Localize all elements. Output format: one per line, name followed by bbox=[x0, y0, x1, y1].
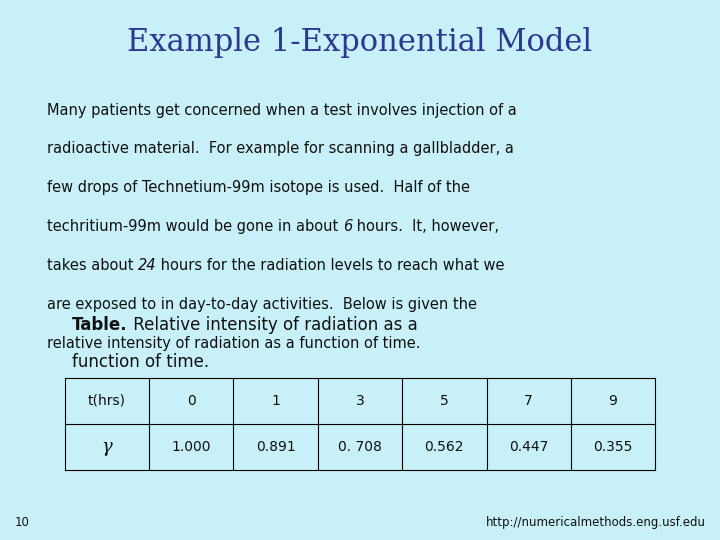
Text: hours for the radiation levels to reach what we: hours for the radiation levels to reach … bbox=[156, 258, 505, 273]
Text: 10: 10 bbox=[14, 516, 30, 529]
Text: 0. 708: 0. 708 bbox=[338, 440, 382, 454]
Text: 6: 6 bbox=[343, 219, 352, 234]
Text: 1.000: 1.000 bbox=[171, 440, 211, 454]
Text: function of time.: function of time. bbox=[72, 353, 209, 370]
Text: 0.355: 0.355 bbox=[593, 440, 633, 454]
Text: Table.: Table. bbox=[72, 316, 127, 334]
Text: 0.562: 0.562 bbox=[425, 440, 464, 454]
Text: Many patients get concerned when a test involves injection of a: Many patients get concerned when a test … bbox=[47, 103, 516, 118]
Text: γ: γ bbox=[102, 438, 112, 456]
Text: relative intensity of radiation as a function of time.: relative intensity of radiation as a fun… bbox=[47, 336, 420, 351]
Text: are exposed to in day-to-day activities.  Below is given the: are exposed to in day-to-day activities.… bbox=[47, 297, 477, 312]
Text: techritium-99m would be gone in about: techritium-99m would be gone in about bbox=[47, 219, 343, 234]
Text: takes about: takes about bbox=[47, 258, 138, 273]
Text: http://numericalmethods.eng.usf.edu: http://numericalmethods.eng.usf.edu bbox=[485, 516, 706, 529]
Text: 0.891: 0.891 bbox=[256, 440, 295, 454]
Text: 1: 1 bbox=[271, 394, 280, 408]
Text: few drops of Technetium-99m isotope is used.  Half of the: few drops of Technetium-99m isotope is u… bbox=[47, 180, 470, 195]
Text: 5: 5 bbox=[440, 394, 449, 408]
Text: 7: 7 bbox=[524, 394, 533, 408]
Text: hours.  It, however,: hours. It, however, bbox=[352, 219, 499, 234]
Text: 24: 24 bbox=[138, 258, 156, 273]
Text: radioactive material.  For example for scanning a gallbladder, a: radioactive material. For example for sc… bbox=[47, 141, 513, 157]
Text: 0.447: 0.447 bbox=[509, 440, 549, 454]
Text: 0: 0 bbox=[187, 394, 196, 408]
Text: 3: 3 bbox=[356, 394, 364, 408]
Text: Relative intensity of radiation as a: Relative intensity of radiation as a bbox=[127, 316, 418, 334]
Text: 9: 9 bbox=[608, 394, 618, 408]
Text: t(hrs): t(hrs) bbox=[88, 394, 126, 408]
Text: Example 1-Exponential Model: Example 1-Exponential Model bbox=[127, 27, 593, 58]
